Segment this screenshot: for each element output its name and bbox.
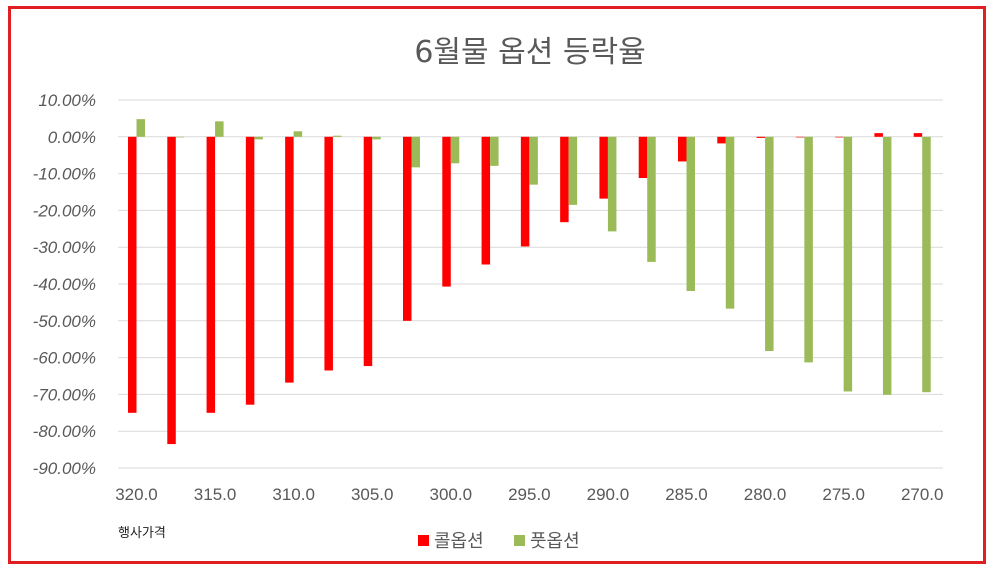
- put-bar: [647, 136, 656, 262]
- x-tick-label: 275.0: [822, 485, 865, 504]
- put-bar: [450, 136, 460, 164]
- y-tick-label: -50.00%: [33, 312, 96, 331]
- x-tick-label: 320.0: [115, 485, 158, 504]
- y-tick-label: -20.00%: [33, 201, 96, 220]
- put-bar: [175, 136, 185, 138]
- call-legend-label: 콜옵션: [434, 531, 484, 552]
- call-bar: [363, 136, 373, 367]
- put-bar: [686, 136, 695, 291]
- put-bar: [136, 119, 145, 137]
- put-bar: [372, 136, 381, 140]
- x-tick-label: 295.0: [508, 485, 551, 504]
- put-bar: [293, 131, 303, 137]
- y-tick-label: 0.00%: [48, 128, 96, 147]
- put-bar: [607, 136, 617, 232]
- call-bar: [442, 136, 451, 287]
- x-tick-label: 310.0: [272, 485, 315, 504]
- chart-title: 6월물 옵션 등락율: [414, 35, 645, 70]
- x-axis-label: 행사가격: [118, 525, 166, 541]
- x-tick-label: 305.0: [351, 485, 394, 504]
- put-bar: [843, 136, 853, 392]
- call-bar: [599, 136, 608, 199]
- call-bar: [324, 136, 333, 371]
- y-tick-label: -90.00%: [33, 459, 96, 478]
- call-bar: [285, 136, 294, 383]
- y-tick-label: -80.00%: [33, 422, 96, 441]
- call-bar: [481, 136, 491, 265]
- put-bar: [490, 136, 499, 166]
- call-bar: [717, 136, 726, 144]
- legend: 콜옵션 풋옵션: [418, 531, 580, 552]
- y-tick-label: -10.00%: [33, 165, 96, 184]
- put-bar: [804, 136, 813, 363]
- y-axis-ticks: 10.00% 0.00% -10.00% -20.00% -30.00% -40.00% -…: [33, 91, 96, 478]
- x-tick-label: 280.0: [744, 485, 787, 504]
- call-bar: [128, 136, 137, 413]
- y-tick-label: -30.00%: [33, 238, 96, 257]
- x-tick-label: 300.0: [430, 485, 473, 504]
- y-tick-label: -60.00%: [33, 349, 96, 368]
- call-legend-swatch: [418, 535, 429, 546]
- put-bar: [411, 136, 420, 168]
- y-tick-label: -70.00%: [33, 385, 96, 404]
- put-bar: [922, 136, 931, 393]
- y-tick-label: 10.00%: [38, 91, 96, 110]
- call-bar: [638, 136, 648, 179]
- x-tick-label: 290.0: [587, 485, 630, 504]
- put-bar: [529, 136, 538, 185]
- x-axis-ticks: 320.0 315.0 310.0 305.0 300.0 295.0 290.0 285.0…: [115, 485, 943, 504]
- call-bar: [206, 136, 216, 413]
- bars: [128, 119, 931, 445]
- put-bar: [568, 136, 578, 205]
- call-bar: [678, 136, 687, 162]
- call-bar: [835, 136, 844, 138]
- call-bar: [795, 136, 805, 138]
- put-bar: [725, 136, 735, 309]
- call-bar: [560, 136, 569, 223]
- put-legend-label: 풋옵션: [530, 531, 580, 552]
- put-legend-swatch: [514, 535, 525, 546]
- put-bar: [882, 136, 892, 395]
- y-tick-label: -40.00%: [33, 275, 96, 294]
- call-bar: [756, 136, 766, 138]
- call-bar: [913, 133, 923, 137]
- put-bar: [765, 136, 774, 351]
- call-bar: [520, 136, 530, 247]
- put-bar: [332, 135, 342, 137]
- call-bar: [403, 136, 412, 321]
- call-bar: [167, 136, 176, 445]
- x-tick-label: 270.0: [901, 485, 944, 504]
- x-tick-label: 315.0: [194, 485, 237, 504]
- put-bar: [215, 121, 224, 137]
- call-bar: [245, 136, 255, 405]
- x-tick-label: 285.0: [665, 485, 708, 504]
- call-bar: [874, 133, 883, 137]
- put-bar: [254, 136, 263, 140]
